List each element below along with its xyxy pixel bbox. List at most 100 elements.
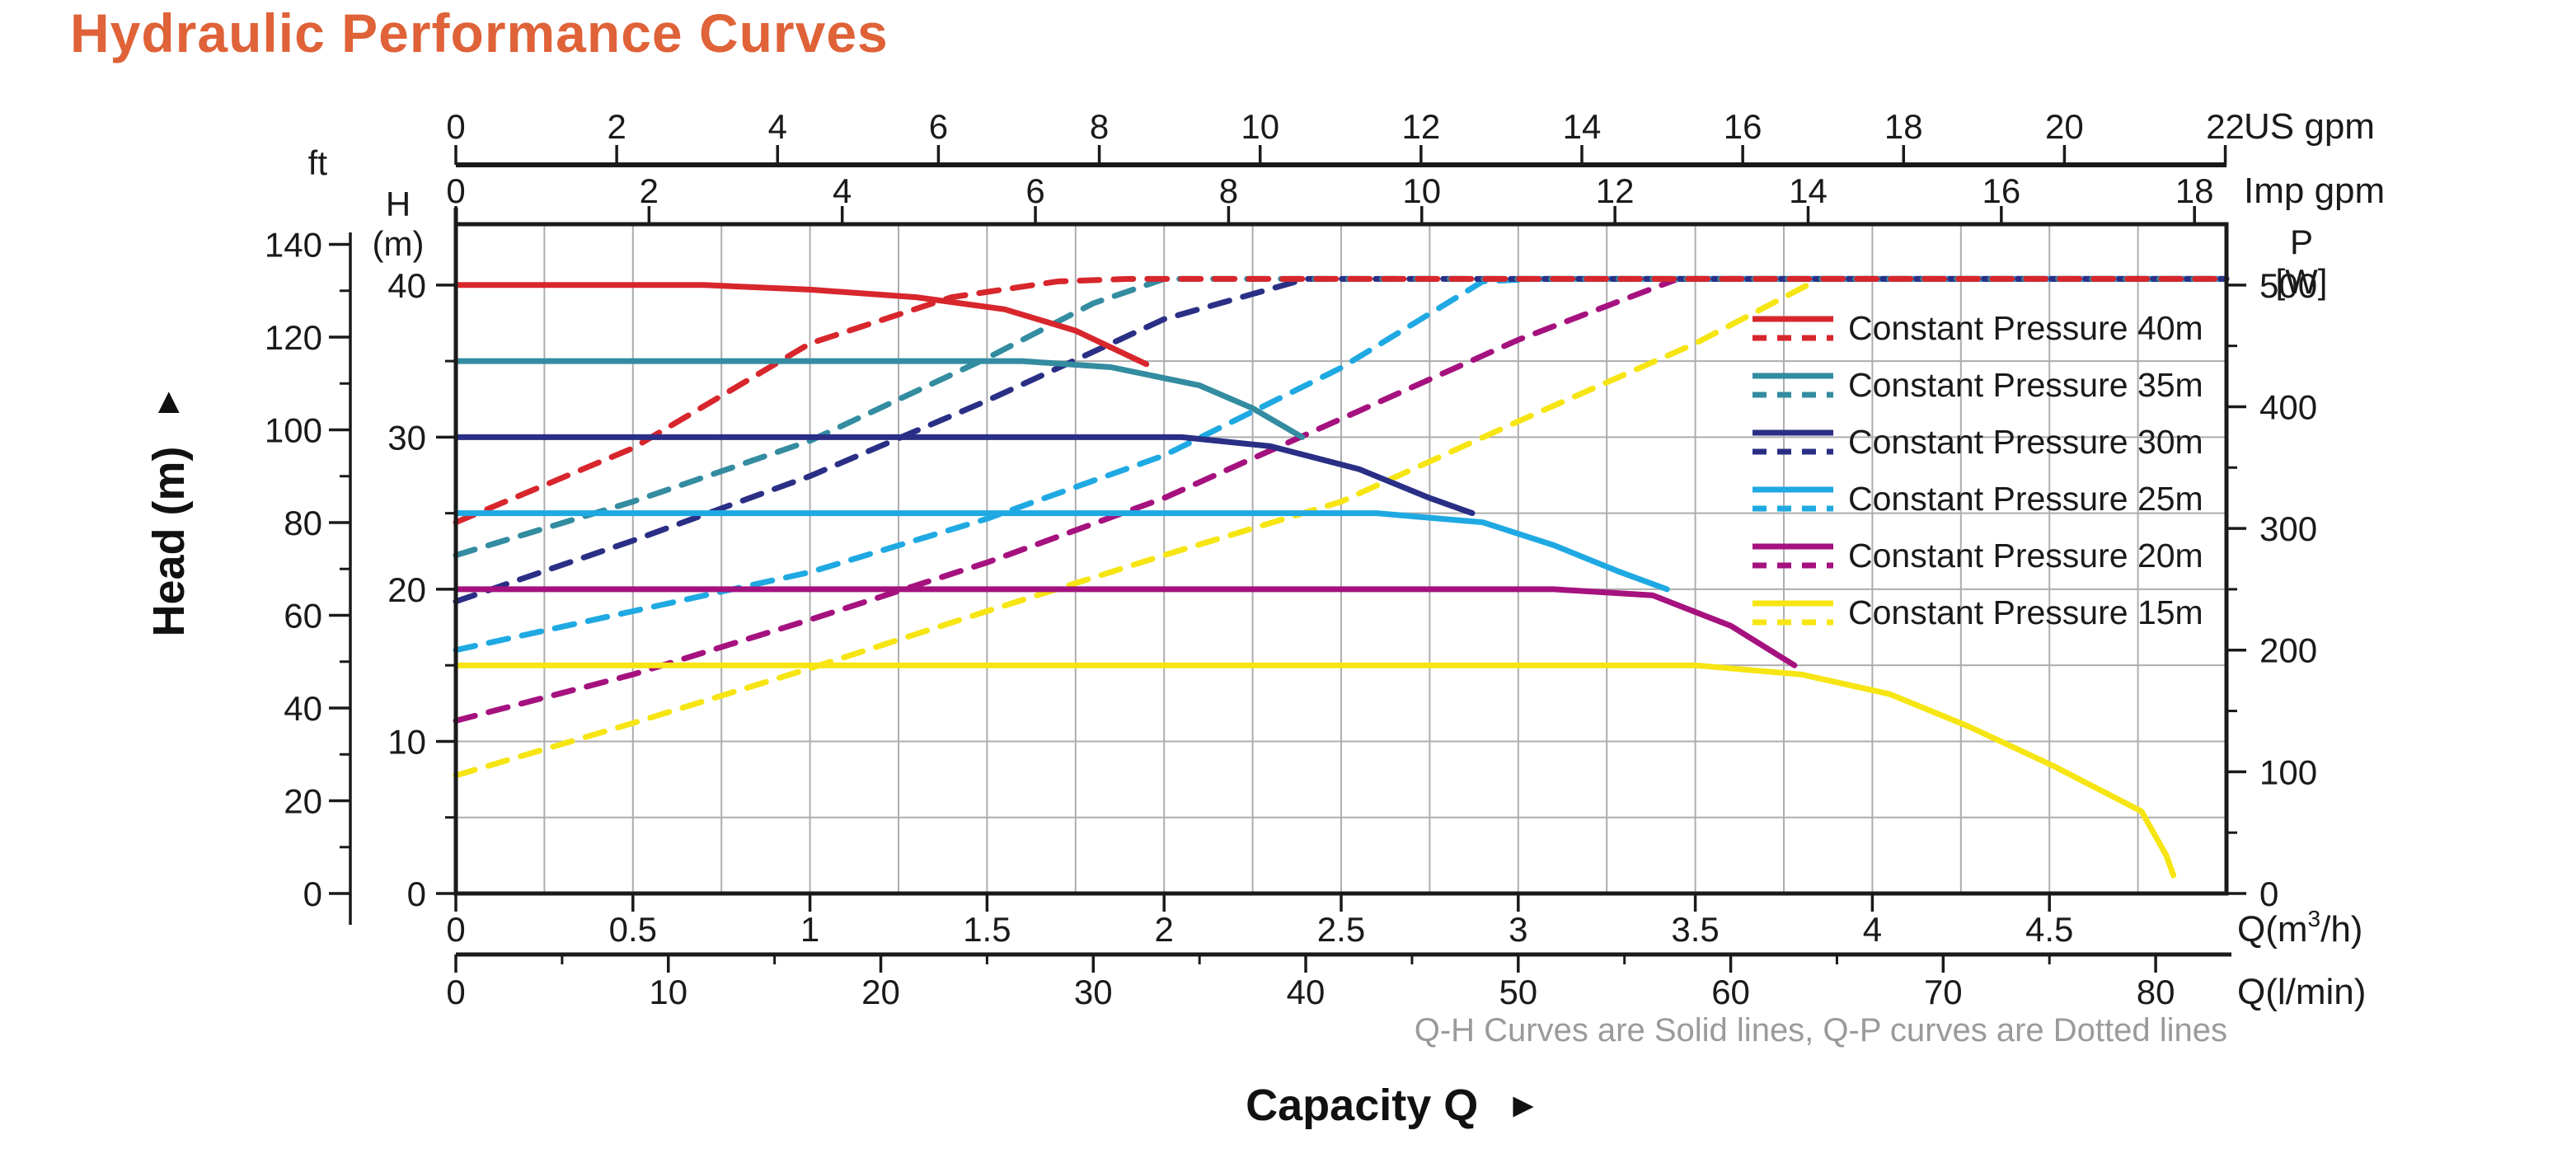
legend-label: Constant Pressure 40m [1848,309,2203,347]
q-m3h-tick-label: 2.5 [1317,910,1365,949]
imp-gpm-tick-label: 12 [1596,171,1635,210]
q-lmin-tick-label: 0 [446,973,465,1011]
h-m-header-unit: (m) [373,224,425,263]
axis-power-w: 0 100 200 300 400 500 P[W] [2226,223,2327,913]
q-lmin-tick-label: 50 [1499,973,1537,1011]
us-gpm-tick-label: 0 [446,107,465,146]
q-lmin-tick-label: 10 [649,973,687,1011]
us-gpm-tick-label: 14 [1563,107,1602,146]
qh-curve-25m [453,510,1670,593]
legend-item: Constant Pressure 20m [1753,537,2203,574]
p-w-tick-label: 300 [2259,509,2317,548]
q-lmin-tick-label: 60 [1711,973,1750,1011]
q-m3h-tick-label: 0.5 [609,910,657,949]
us-gpm-tick-label: 12 [1401,107,1440,146]
imp-gpm-tick-label: 4 [833,171,852,210]
legend-label: Constant Pressure 15m [1848,593,2203,631]
qp-curve-15m [453,275,2230,779]
us-gpm-tick-label: 2 [607,107,626,146]
us-gpm-tick-label: 8 [1090,107,1109,146]
us-gpm-tick-label: 4 [768,107,787,146]
ft-tick-label: 0 [303,875,322,913]
qh-curve-15m [453,662,2177,879]
legend-item: Constant Pressure 30m [1753,423,2203,461]
p-w-tick-label: 0 [2259,875,2278,913]
us-gpm-tick-label: 20 [2045,107,2084,146]
q-m3h-tick-label: 4 [1863,910,1882,949]
q-m3h-tick-label: 3.5 [1671,910,1719,949]
qp-curve-40m [453,275,2230,526]
legend-label: Constant Pressure 30m [1848,423,2203,461]
q-lmin-unit-label: Q(l/min) [2237,972,2366,1012]
capacity-right-arrow-icon: ► [1506,1086,1541,1124]
qh-curve-40m [453,282,1150,368]
q-lmin-tick-label: 20 [861,973,900,1011]
imp-gpm-tick-label: 0 [446,171,465,210]
h-m-header: H [386,185,411,223]
head-axis-up-arrow-icon: ▲ [151,381,187,421]
ft-tick-label: 120 [265,318,322,357]
legend-item: Constant Pressure 15m [1753,593,2203,631]
ft-tick-label: 100 [265,411,322,450]
q-m3h-tick-label: 1.5 [963,910,1011,949]
axis-q-m3h: 0 0.5 1 1.5 2 2.5 3 3.5 4 4.5 Q(m3/h) [446,893,2363,950]
p-w-header: P [2290,223,2313,261]
x-axis-title-text: Capacity Q [1246,1081,1479,1130]
us-gpm-unit-label: US gpm [2244,106,2375,147]
qp-curve-20m [453,275,2230,724]
p-w-tick-label: 500 [2259,266,2317,305]
q-lmin-tick-label: 30 [1074,973,1113,1011]
q-m3h-tick-label: 3 [1509,910,1527,949]
legend: Constant Pressure 40m Constant Pressure 3… [1753,309,2203,631]
q-m3h-tick-label: 1 [800,910,819,949]
qp-curve-30m [453,275,2230,605]
h-m-tick-label: 30 [387,418,426,457]
axis-q-lmin: 0 10 20 30 40 50 60 70 80 Q(l/min) [446,952,2366,1012]
legend-item: Constant Pressure 40m [1753,309,2203,347]
q-lmin-tick-label: 70 [1924,973,1963,1011]
p-w-tick-label: 100 [2259,753,2317,791]
qh-curve-35m [453,358,1306,440]
legend-item: Constant Pressure 25m [1753,480,2203,518]
imp-gpm-tick-label: 18 [2175,171,2214,210]
us-gpm-tick-label: 10 [1241,107,1279,146]
ft-header: ft [308,143,328,182]
p-w-tick-label: 200 [2259,631,2317,670]
axis-imp-gpm: 0 2 4 6 8 10 12 14 16 18 Imp gpm [446,171,2385,224]
ft-tick-label: 60 [284,597,322,635]
imp-gpm-tick-label: 14 [1789,171,1828,210]
h-m-tick-label: 20 [387,570,426,609]
imp-gpm-tick-label: 8 [1219,171,1238,210]
h-m-tick-label: 10 [387,722,426,761]
us-gpm-tick-label: 16 [1724,107,1762,146]
page-title: Hydraulic Performance Curves [70,2,889,63]
q-lmin-tick-label: 80 [2137,973,2175,1011]
imp-gpm-tick-label: 2 [640,171,659,210]
imp-gpm-tick-label: 10 [1402,171,1441,210]
q-m3h-unit-label: Q(m3/h) [2237,906,2363,950]
q-m3h-tick-label: 0 [446,910,465,949]
p-w-tick-label: 400 [2259,387,2317,426]
q-m3h-tick-label: 2 [1155,910,1174,949]
curve-legend-note: Q-H Curves are Solid lines, Q-P curves a… [1414,1012,2227,1048]
h-m-tick-label: 40 [387,266,426,305]
q-lmin-tick-label: 40 [1287,973,1326,1011]
qh-solid-curves [453,282,2177,879]
x-axis-title: Capacity Q ► [948,1080,1838,1131]
axis-head-ft: 0 20 40 60 80 100 120 140 ft [265,143,352,925]
legend-label: Constant Pressure 25m [1848,480,2203,518]
p-w-header-unit: [W] [2276,262,2328,301]
ft-tick-label: 20 [284,782,322,821]
imp-gpm-tick-label: 16 [1982,171,2020,210]
imp-gpm-unit-label: Imp gpm [2244,171,2385,211]
ft-tick-label: 140 [265,226,322,265]
y-axis-title: Head (m) [144,446,194,637]
axis-head-m: 0 10 20 30 40 H(m) [373,185,456,913]
us-gpm-tick-label: 6 [929,107,948,146]
legend-label: Constant Pressure 35m [1848,366,2203,404]
ft-tick-label: 80 [284,504,322,542]
legend-label: Constant Pressure 20m [1848,537,2203,574]
legend-item: Constant Pressure 35m [1753,366,2203,404]
